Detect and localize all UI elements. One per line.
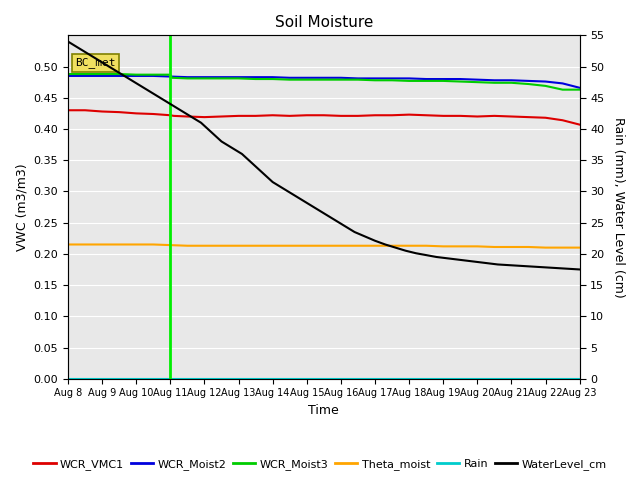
Text: BC_met: BC_met [75, 57, 115, 68]
Legend: WCR_VMC1, WCR_Moist2, WCR_Moist3, Theta_moist, Rain, WaterLevel_cm: WCR_VMC1, WCR_Moist2, WCR_Moist3, Theta_… [29, 455, 611, 474]
Title: Soil Moisture: Soil Moisture [275, 15, 373, 30]
X-axis label: Time: Time [308, 404, 339, 417]
Y-axis label: Rain (mm), Water Level (cm): Rain (mm), Water Level (cm) [612, 117, 625, 298]
Y-axis label: VWC (m3/m3): VWC (m3/m3) [15, 163, 28, 251]
